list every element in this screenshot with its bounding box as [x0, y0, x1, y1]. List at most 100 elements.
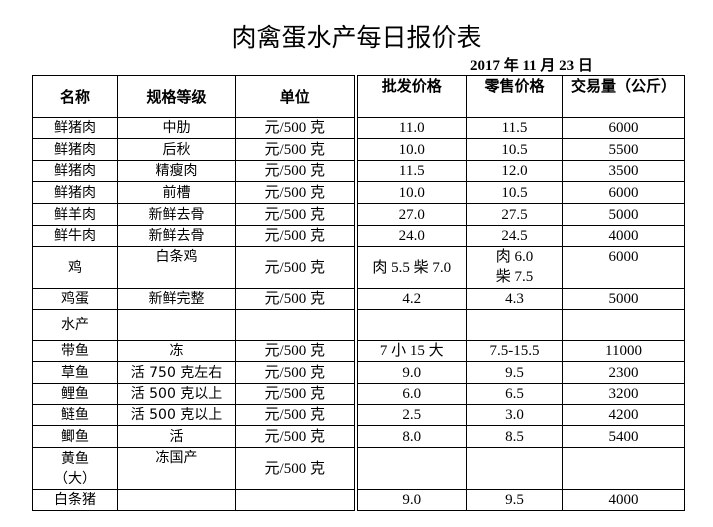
- table-cell: 3500: [562, 160, 685, 182]
- table-cell: 元/500 克: [235, 225, 356, 247]
- table-cell: 元/500 克: [235, 447, 356, 490]
- table-cell: 元/500 克: [235, 117, 356, 139]
- table-cell: 元/500 克: [235, 203, 356, 226]
- table-cell: 元/500 克: [235, 361, 356, 384]
- table-cell: 11.0: [353, 117, 467, 139]
- table-cell: 白条鸡: [117, 246, 236, 289]
- table-row: 草鱼活 750 克左右 元/500 克 9.0 9.5 2300: [32, 361, 685, 384]
- table-cell: 新鲜去骨: [117, 203, 236, 226]
- table-row: 鲜猪肉 中肋 元/500 克 11.0 11.5 6000: [32, 117, 685, 139]
- table-cell: 前槽: [117, 181, 236, 204]
- table-cell: 3200: [562, 383, 685, 405]
- table-cell: 4000: [562, 225, 685, 247]
- table-cell: 白条猪: [32, 489, 118, 511]
- table-cell: 元/500 克: [235, 160, 356, 182]
- table-cell: 10.0: [353, 181, 467, 204]
- table-cell: 2.5: [353, 404, 467, 426]
- report-date: 2017 年 11 月 23 日: [470, 58, 593, 74]
- header-row: 名称 规格等级 单位 批发价格 零售价格 交易量（公斤）: [32, 75, 685, 118]
- table-cell: 冻: [117, 340, 236, 362]
- table-cell: 10.5: [466, 138, 563, 161]
- table-cell: 活 500 克以上: [117, 404, 236, 426]
- table-row: 鲫鱼活元/500 克 8.0 8.5 5400: [32, 425, 685, 448]
- table-cell: 水产: [32, 309, 118, 341]
- table-cell: 9.5: [466, 489, 563, 511]
- table-cell: 3.0: [466, 404, 563, 426]
- table-cell: 元/500 克: [235, 138, 356, 161]
- table-cell: 元/500 克: [235, 288, 356, 310]
- table-cell: 鲜猪肉: [32, 138, 118, 161]
- table-cell: 元/500 克: [235, 425, 356, 448]
- table-cell: 6000: [562, 246, 685, 289]
- table-cell: 活 750 克左右: [117, 361, 236, 384]
- table-cell: [235, 309, 356, 341]
- table-cell: 鸡: [32, 246, 118, 289]
- table-cell: 鸡蛋: [32, 288, 118, 310]
- table-cell: [562, 447, 685, 490]
- header-cell: 批发价格: [353, 75, 467, 118]
- table-row: 水产: [32, 309, 685, 341]
- table-cell: 11.5: [353, 160, 467, 182]
- table-row: 鲢鱼活 500 克以上 元/500 克 2.5 3.0 4200: [32, 404, 685, 426]
- header-cell: 规格等级: [117, 75, 236, 118]
- table-cell: 11000: [562, 340, 685, 362]
- table-cell: 9.0: [353, 361, 467, 384]
- table-cell: 8.0: [353, 425, 467, 448]
- table-cell: 24.0: [353, 225, 467, 247]
- table-cell: 新鲜完整: [117, 288, 236, 310]
- table-cell: 带鱼: [32, 340, 118, 362]
- table-cell: 鲤鱼: [32, 383, 118, 405]
- table-row: 鲜猪肉 后秋 元/500 克 10.0 10.5 5500: [32, 138, 685, 161]
- table-row: 鲜羊肉 新鲜去骨 元/500 克 27.0 27.5 5000: [32, 203, 685, 226]
- table-cell: 新鲜去骨: [117, 225, 236, 247]
- table-cell: 鲜猪肉: [32, 181, 118, 204]
- table-cell: 鲜猪肉: [32, 117, 118, 139]
- table-cell: 鲫鱼: [32, 425, 118, 448]
- table-cell: 27.0: [353, 203, 467, 226]
- table-cell: 元/500 克: [235, 246, 356, 289]
- header-cell: 零售价格: [466, 75, 563, 118]
- table-cell: 5000: [562, 288, 685, 310]
- table-cell: [117, 489, 236, 511]
- table-cell: [235, 489, 356, 511]
- table-cell: 4.3: [466, 288, 563, 310]
- table-cell: 7 小 15 大: [353, 340, 467, 362]
- table-cell: 肉 6.0 柴 7.5: [466, 246, 563, 289]
- table-cell: 4.2: [353, 288, 467, 310]
- table-cell: 元/500 克: [235, 181, 356, 204]
- table-cell: 中肋: [117, 117, 236, 139]
- header-cell: 名称: [32, 75, 118, 118]
- table-cell: 精瘦肉: [117, 160, 236, 182]
- table-cell: 肉 5.5 柴 7.0: [353, 246, 467, 289]
- table-row: 鲜牛肉 新鲜去骨 元/500 克 24.0 24.5 4000: [32, 225, 685, 247]
- table-cell: 10.5: [466, 181, 563, 204]
- table-cell: 10.0: [353, 138, 467, 161]
- table-cell: 黄鱼 （大）: [32, 447, 118, 490]
- table-cell: 草鱼: [32, 361, 118, 384]
- table-cell: 冻国产: [117, 447, 236, 490]
- table-cell: 6000: [562, 117, 685, 139]
- table-cell: 8.5: [466, 425, 563, 448]
- table-cell: 鲢鱼: [32, 404, 118, 426]
- table-cell: 9.0: [353, 489, 467, 511]
- table-row: 白条猪 9.0 9.5 4000: [32, 489, 685, 511]
- table-cell: [353, 447, 467, 490]
- table-row: 鸡蛋 新鲜完整 元/500 克 4.2 4.3 5000: [32, 288, 685, 310]
- header-cell: 交易量（公斤）: [562, 75, 685, 118]
- table-cell: 9.5: [466, 361, 563, 384]
- table-cell: 11.5: [466, 117, 563, 139]
- header-cell: 单位: [235, 75, 356, 118]
- table-cell: 5000: [562, 203, 685, 226]
- table-row: 鲜猪肉 前槽 元/500 克 10.0 10.5 6000: [32, 181, 685, 204]
- table-cell: 6.0: [353, 383, 467, 405]
- table-cell: [562, 309, 685, 341]
- table-cell: [466, 309, 563, 341]
- table-cell: [353, 309, 467, 341]
- table-cell: 元/500 克: [235, 383, 356, 405]
- table-row: 鲤鱼活 500 克以上 元/500 克 6.0 6.5 3200: [32, 383, 685, 405]
- table-cell: 鲜猪肉: [32, 160, 118, 182]
- table-cell: 活: [117, 425, 236, 448]
- table-cell: 2300: [562, 361, 685, 384]
- table-cell: 鲜羊肉: [32, 203, 118, 226]
